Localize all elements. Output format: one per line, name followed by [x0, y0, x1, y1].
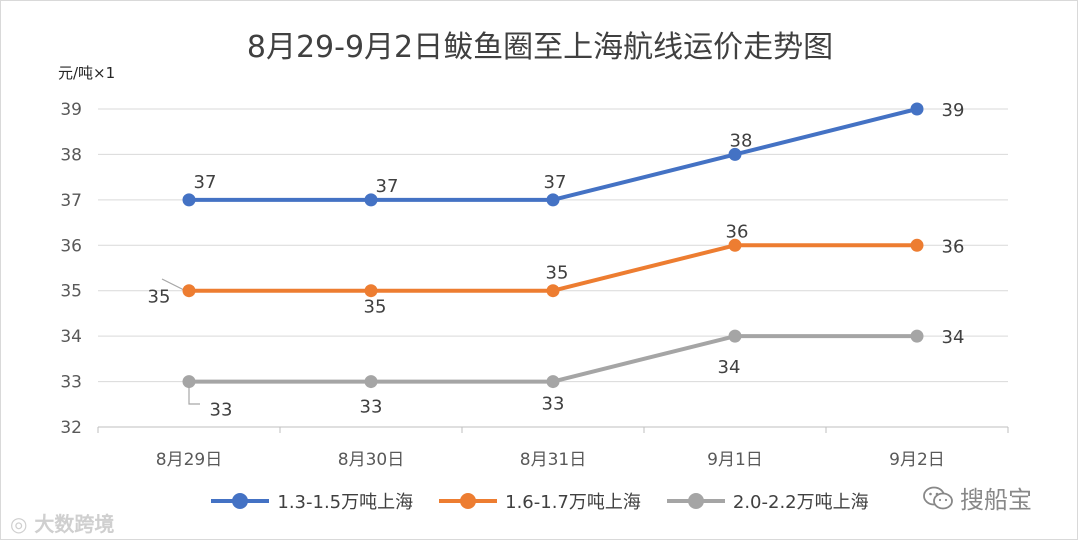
y-tick-label: 34 — [60, 327, 82, 347]
data-point — [364, 193, 378, 207]
data-label: 36 — [726, 221, 749, 242]
y-tick-label: 33 — [60, 373, 82, 393]
data-label: 37 — [544, 172, 567, 193]
legend: 1.3-1.5万吨上海 1.6-1.7万吨上海 2.0-2.2万吨上海 — [0, 488, 1080, 514]
data-label: 35 — [148, 287, 171, 308]
data-point — [728, 147, 742, 161]
legend-item-2: 1.6-1.7万吨上海 — [439, 488, 641, 514]
data-label: 35 — [546, 263, 569, 284]
data-label: 35 — [364, 297, 387, 318]
y-tick-label: 38 — [60, 145, 82, 165]
data-label: 33 — [360, 397, 383, 418]
watermark-left-text: 大数跨境 — [34, 512, 115, 536]
series-line-3 — [187, 334, 919, 384]
data-point — [182, 193, 196, 207]
watermark-left: ◎ 大数跨境 — [10, 508, 114, 537]
y-tick-label: 36 — [60, 236, 82, 256]
data-point — [364, 375, 378, 389]
x-tick-label: 8月31日 — [520, 450, 586, 470]
data-point — [182, 284, 196, 298]
data-point — [728, 238, 742, 252]
data-label: 39 — [942, 100, 965, 121]
watermark-right-text: 搜船宝 — [960, 486, 1032, 514]
legend-item-1: 1.3-1.5万吨上海 — [211, 488, 413, 514]
legend-swatch-1 — [211, 493, 270, 509]
x-tick-label: 9月2日 — [889, 450, 945, 470]
leader-line — [188, 388, 200, 405]
wechat-icon — [923, 486, 953, 509]
data-point — [364, 284, 378, 298]
legend-item-3: 2.0-2.2万吨上海 — [666, 488, 869, 514]
legend-label-1: 1.3-1.5万吨上海 — [277, 492, 414, 513]
data-point — [546, 193, 560, 207]
data-label: 33 — [210, 400, 233, 421]
y-tick-label: 32 — [60, 418, 82, 438]
watermark-right: 搜船宝 — [922, 480, 1032, 515]
x-tick-label: 8月29日 — [156, 450, 222, 470]
data-label: 37 — [376, 176, 399, 197]
data-point — [910, 329, 924, 343]
data-label: 36 — [942, 236, 965, 257]
weibo-icon: ◎ — [10, 512, 28, 536]
legend-swatch-3 — [666, 493, 725, 509]
legend-label-2: 1.6-1.7万吨上海 — [505, 492, 641, 513]
y-axis-label: 元/吨×1 — [58, 64, 116, 82]
data-label: 34 — [718, 357, 741, 378]
data-label: 38 — [730, 130, 753, 151]
y-tick-label: 39 — [60, 100, 82, 120]
data-label: 34 — [942, 327, 965, 348]
leader-line — [161, 278, 185, 291]
data-point — [182, 375, 196, 389]
data-point — [546, 375, 560, 389]
chart-title: 8月29-9月2日鲅鱼圈至上海航线运价走势图 — [246, 30, 834, 65]
legend-label-3: 2.0-2.2万吨上海 — [732, 492, 869, 513]
data-label: 33 — [542, 394, 565, 415]
legend-swatch-2 — [439, 493, 498, 509]
data-point — [910, 238, 924, 252]
x-tick-label: 8月30日 — [338, 450, 404, 470]
data-label: 37 — [194, 172, 217, 193]
x-tick-label: 9月1日 — [707, 450, 763, 470]
y-tick-label: 35 — [60, 282, 82, 302]
data-point — [728, 329, 742, 343]
data-point — [546, 284, 560, 298]
y-tick-label: 37 — [60, 191, 82, 211]
data-point — [910, 102, 924, 116]
